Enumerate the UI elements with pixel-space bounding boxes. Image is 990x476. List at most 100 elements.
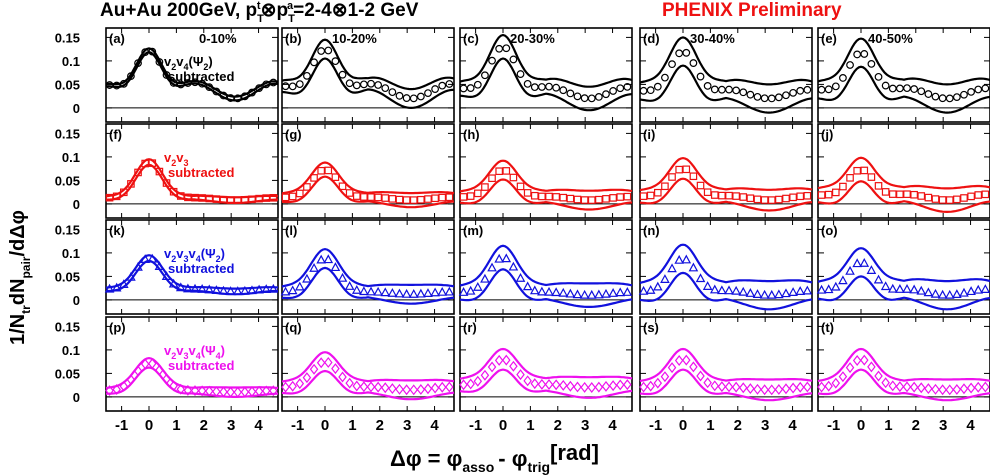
data-point <box>587 94 596 103</box>
x-tick-label: 4 <box>430 417 439 434</box>
data-point <box>688 262 699 272</box>
data-point <box>445 193 454 202</box>
data-point <box>255 194 263 203</box>
panel-frame <box>105 219 279 315</box>
band-lower-curve <box>459 268 633 308</box>
data-point <box>774 383 784 395</box>
data-point <box>839 182 847 191</box>
data-point <box>616 193 625 201</box>
y-tick-label: 0.1 <box>62 246 80 261</box>
data-point <box>161 271 172 281</box>
panel: (n) <box>638 219 813 315</box>
data-point <box>973 284 984 294</box>
data-point <box>973 381 983 393</box>
data-point <box>198 194 206 202</box>
data-point <box>952 93 961 102</box>
data-point <box>345 79 354 88</box>
data-point <box>175 282 186 292</box>
data-point <box>409 196 418 204</box>
data-point <box>269 78 278 87</box>
panel-frame <box>105 27 279 123</box>
data-point <box>874 182 883 190</box>
panel: (s) -1 0 1 2 3 4 <box>639 316 813 434</box>
data-point <box>502 167 511 175</box>
band-upper-curve <box>281 351 455 383</box>
panel-frame <box>459 316 633 412</box>
data-point <box>608 288 618 297</box>
data-point <box>831 377 841 389</box>
data-point <box>887 283 898 293</box>
data-point <box>481 71 489 80</box>
subtraction-label: v2v3 <box>164 150 189 168</box>
data-point <box>725 85 733 94</box>
data-point <box>473 375 483 387</box>
data-point <box>824 190 833 199</box>
data-point <box>317 166 325 175</box>
panel-frame <box>639 123 813 219</box>
panel: (a) 0-10% v2v4(Ψ2)subtracted 0 0.05 0.1 0.15 <box>55 27 279 123</box>
y-tick-label: 0.15 <box>55 222 80 237</box>
data-point <box>760 384 769 396</box>
data-point <box>344 281 355 290</box>
data-point <box>558 287 569 297</box>
data-point <box>846 61 854 69</box>
data-point <box>731 285 741 295</box>
data-point <box>183 384 193 396</box>
data-point <box>473 80 482 89</box>
data-point <box>374 193 382 202</box>
panel-letter: (r) <box>463 320 477 335</box>
data-point <box>881 81 890 90</box>
data-point <box>587 196 596 204</box>
panel-letter: (t) <box>821 320 834 335</box>
data-point <box>859 257 870 267</box>
x-tick-label: 4 <box>788 417 797 434</box>
band-lower-curve <box>459 178 633 211</box>
band-upper-curve <box>817 37 990 86</box>
data-point <box>516 182 525 191</box>
data-point <box>458 287 469 296</box>
data-point <box>281 193 290 202</box>
panel: (e) 40-50% <box>817 27 990 123</box>
data-point <box>522 281 533 291</box>
data-point <box>867 361 876 373</box>
data-point <box>888 190 897 198</box>
data-point <box>212 87 221 96</box>
data-point <box>402 196 411 204</box>
data-point <box>766 289 777 299</box>
data-point <box>295 378 305 390</box>
data-point <box>774 289 784 299</box>
data-point <box>395 195 404 204</box>
data-point <box>487 361 497 373</box>
band-upper-curve <box>459 347 633 380</box>
panel: (d) 30-40% <box>639 27 813 123</box>
data-point <box>909 284 919 294</box>
data-point <box>860 166 869 175</box>
data-point <box>190 283 200 293</box>
data-point <box>945 384 954 396</box>
data-point <box>902 283 912 293</box>
data-point <box>523 375 532 387</box>
data-point <box>331 173 340 181</box>
x-tick-label: 0 <box>499 417 507 434</box>
data-point <box>191 193 199 202</box>
data-point <box>488 56 496 65</box>
data-point <box>974 85 983 94</box>
data-point <box>602 90 610 99</box>
data-point <box>367 193 375 201</box>
data-point <box>544 286 554 296</box>
data-point <box>874 72 883 81</box>
data-point <box>580 196 589 204</box>
panel-letter: (p) <box>109 320 126 335</box>
data-point <box>639 86 648 95</box>
data-point <box>345 189 354 197</box>
panel-letter: (n) <box>643 223 660 238</box>
data-point <box>168 278 179 288</box>
data-point <box>437 286 448 296</box>
y-tick-label: 0.15 <box>55 126 80 141</box>
data-point <box>488 174 496 183</box>
band-lower-curve <box>281 57 454 110</box>
data-point <box>923 287 934 297</box>
data-point <box>387 287 398 297</box>
data-point <box>895 284 905 293</box>
data-point <box>302 372 312 384</box>
